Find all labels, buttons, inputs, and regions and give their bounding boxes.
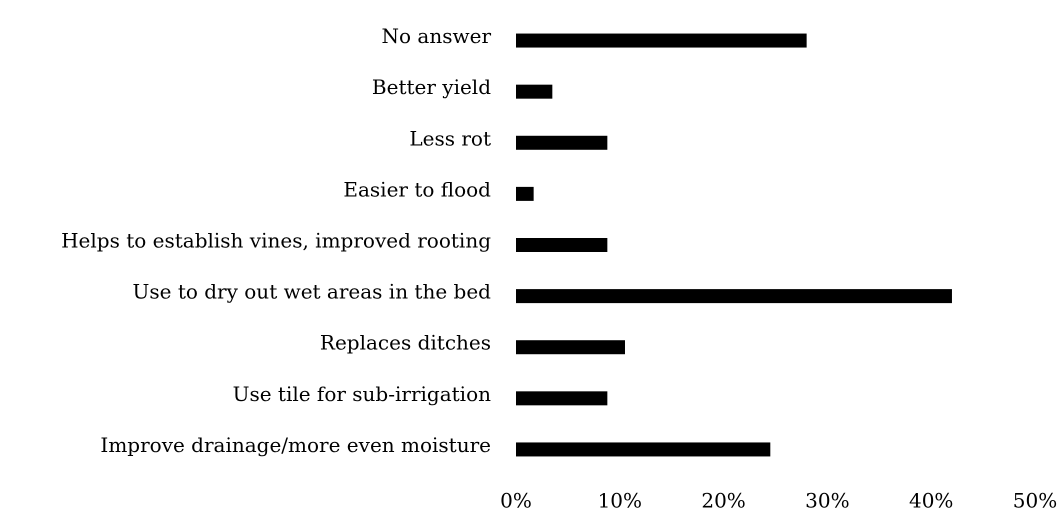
- y-tick-label: Less rot: [409, 126, 491, 150]
- bar: [516, 289, 952, 304]
- y-tick-label: No answer: [382, 24, 492, 48]
- x-tick-label: 30%: [805, 489, 849, 513]
- bar: [516, 238, 608, 252]
- bar: [516, 442, 771, 457]
- y-tick-label: Replaces ditches: [320, 331, 491, 355]
- y-tick-label: Better yield: [372, 75, 491, 99]
- x-tick-label: 20%: [701, 489, 745, 513]
- y-tick-label: Improve drainage/more even moisture: [100, 433, 491, 457]
- bar: [516, 84, 553, 99]
- x-tick-label: 0%: [500, 489, 532, 513]
- y-tick-label: Easier to flood: [343, 177, 491, 201]
- x-tick-label: 40%: [909, 489, 953, 513]
- y-tick-label: Use tile for sub-irrigation: [233, 382, 492, 406]
- x-tick-label: 50%: [1013, 489, 1057, 513]
- bar: [516, 33, 807, 48]
- y-tick-label: Use to dry out wet areas in the bed: [133, 280, 492, 304]
- bar: [516, 135, 608, 150]
- bar: [516, 340, 625, 355]
- y-tick-label: Helps to establish vines, improved rooti…: [61, 229, 491, 253]
- x-tick-label: 10%: [598, 489, 642, 513]
- bar: [516, 186, 534, 201]
- bar: [516, 391, 608, 406]
